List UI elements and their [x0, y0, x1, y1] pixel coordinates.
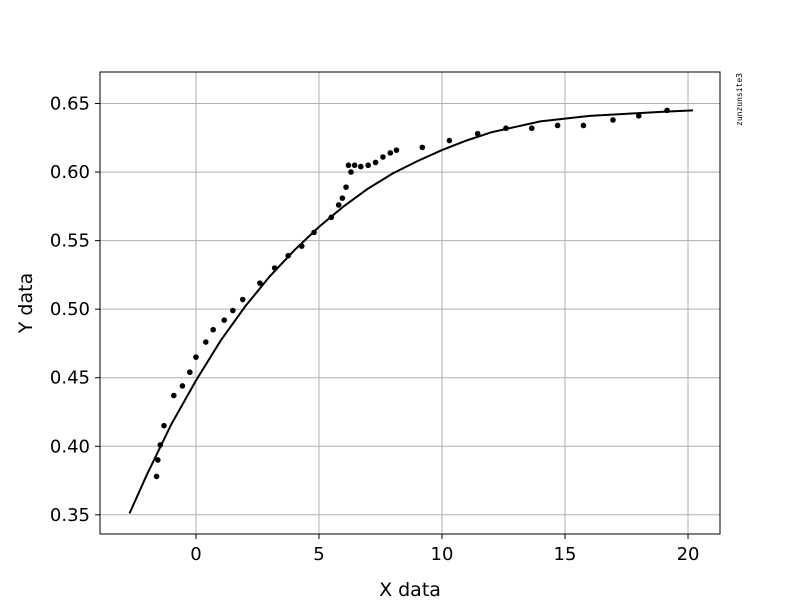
y-tick-label: 0.65	[50, 94, 90, 115]
data-point	[343, 184, 349, 190]
x-tick-label: 20	[677, 544, 700, 565]
data-point	[161, 422, 167, 429]
data-point	[580, 122, 587, 129]
data-point	[210, 326, 216, 333]
plot-area-frame	[99, 71, 721, 535]
data-point	[636, 113, 642, 119]
y-axis-title: Y data	[15, 273, 37, 334]
fitted-curve	[128, 109, 693, 514]
data-point	[193, 354, 199, 360]
data-point	[202, 339, 209, 345]
data-point	[155, 457, 161, 463]
data-point	[171, 392, 177, 399]
data-point	[387, 150, 394, 156]
data-point	[393, 147, 400, 153]
x-tick-label: 5	[313, 544, 324, 565]
data-point	[474, 130, 481, 137]
data-point	[257, 280, 263, 286]
data-point	[365, 162, 371, 169]
data-point	[221, 317, 228, 323]
data-point	[187, 369, 193, 376]
x-tick-label: 10	[431, 544, 454, 565]
x-tick-label: 0	[190, 544, 201, 565]
data-point	[348, 169, 354, 175]
data-point	[554, 122, 561, 129]
data-point	[446, 137, 453, 144]
y-tick-label: 0.45	[50, 368, 90, 389]
plot-series	[128, 107, 693, 514]
data-point	[610, 117, 616, 123]
data-point	[239, 296, 246, 303]
data-point	[528, 125, 535, 132]
data-point	[351, 162, 358, 169]
data-point	[419, 144, 426, 151]
data-point	[339, 195, 346, 201]
data-point	[230, 307, 236, 314]
axis-ticks: 0 5 10 15 20 0.35 0.40 0.45 0.50 0.55 0.60 0.65	[50, 94, 700, 565]
data-point	[335, 202, 342, 208]
data-point	[380, 154, 386, 160]
watermark-text: zunzunsite3	[735, 73, 744, 126]
data-point	[357, 163, 364, 170]
y-tick-label: 0.60	[50, 162, 90, 183]
data-point	[153, 473, 160, 480]
y-tick-label: 0.40	[50, 436, 90, 457]
y-tick-label: 0.35	[50, 505, 90, 526]
data-point	[345, 162, 352, 169]
grid	[100, 72, 720, 534]
x-tick-label: 15	[554, 544, 577, 565]
y-tick-label: 0.50	[50, 299, 90, 320]
data-point	[179, 383, 186, 389]
y-tick-label: 0.55	[50, 231, 90, 252]
x-axis-title: X data	[379, 579, 441, 600]
data-point	[372, 159, 379, 166]
